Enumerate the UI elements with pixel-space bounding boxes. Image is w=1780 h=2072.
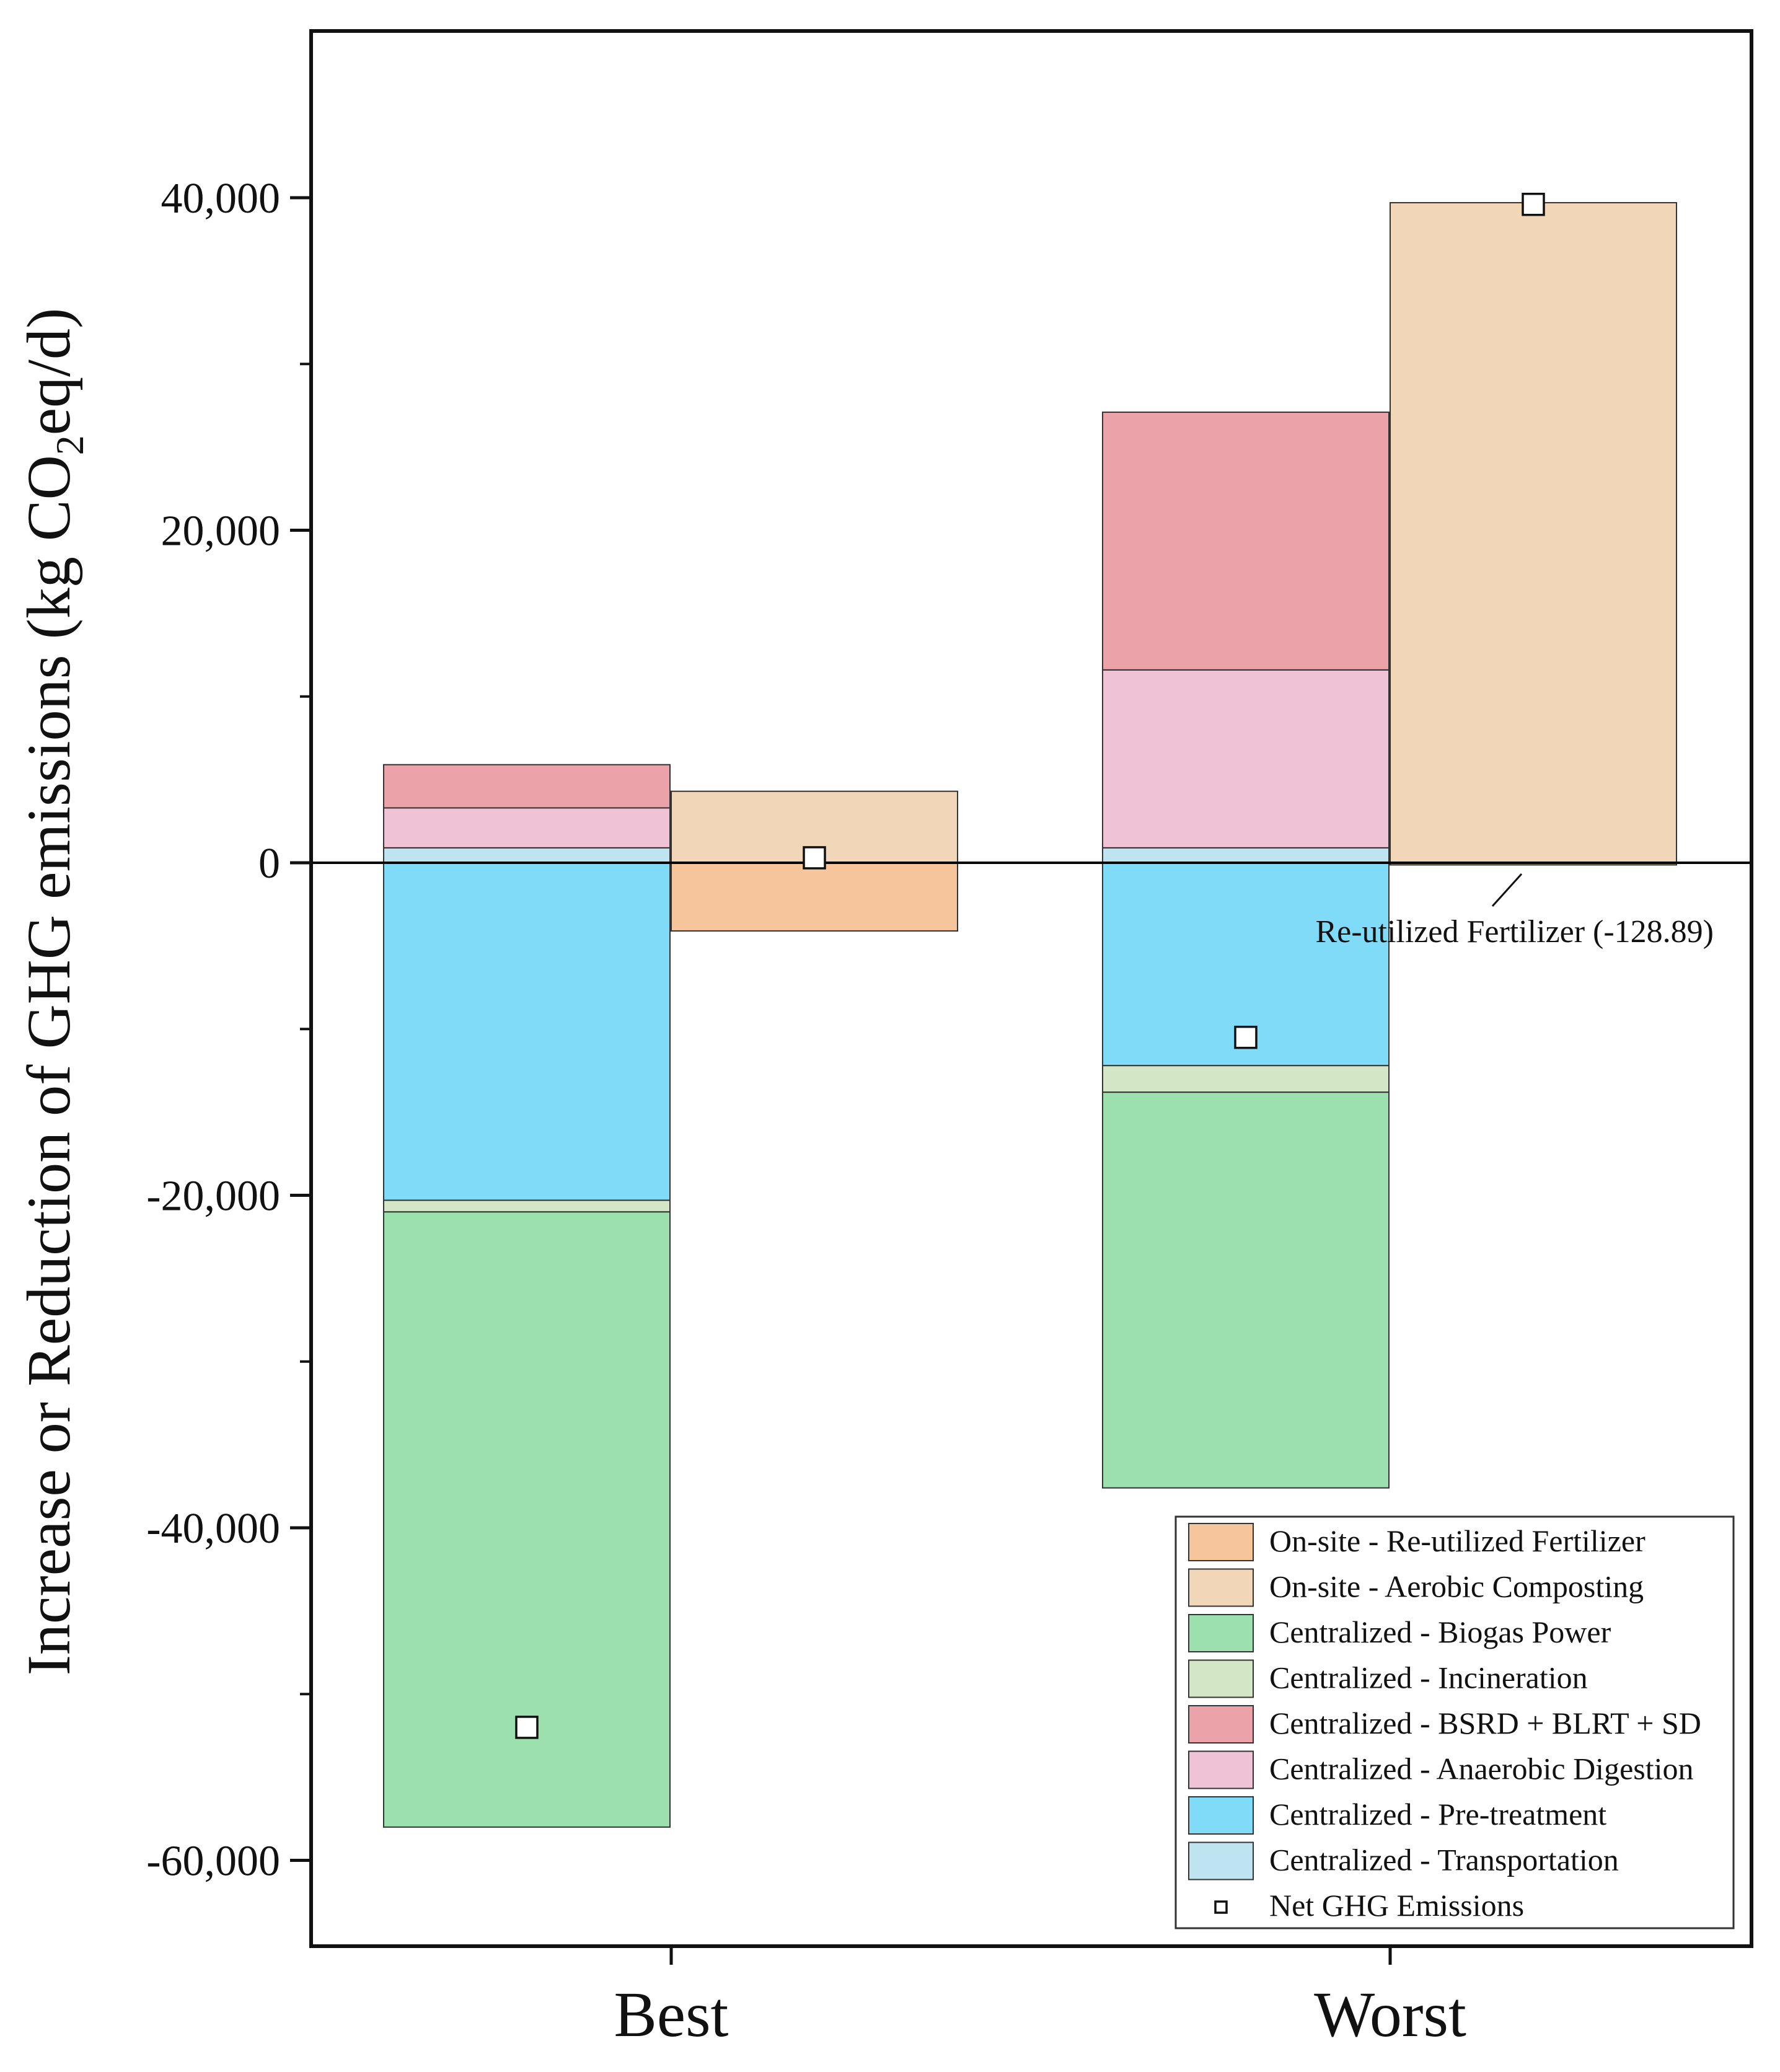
y-tick-label: -60,000 bbox=[146, 1838, 280, 1885]
legend-label: Centralized - Anaerobic Digestion bbox=[1269, 1752, 1694, 1786]
bar-segment-transport bbox=[1102, 847, 1390, 864]
legend-label: Centralized - BSRD + BLRT + SD bbox=[1269, 1706, 1701, 1740]
bar-segment-ad bbox=[1102, 669, 1390, 849]
bar-segment-biogas bbox=[1102, 1091, 1390, 1489]
annotation-re-utilized-fertilizer: Re-utilized Fertilizer (-128.89) bbox=[1315, 873, 1714, 950]
legend-label: On-site - Re-utilized Fertilizer bbox=[1269, 1523, 1646, 1558]
y-tick-label: -40,000 bbox=[146, 1505, 280, 1553]
bar-segment-pretreat bbox=[383, 862, 671, 1201]
net-marker-best-onsite bbox=[803, 846, 826, 870]
axes: -60,000 -40,000 -20,000 0 20,000 40,000 Best Wo… bbox=[146, 29, 1753, 2050]
bar-segment-biogas bbox=[383, 1211, 671, 1828]
bar-segment-bsrd bbox=[1102, 412, 1390, 671]
legend-label: Centralized - Transportation bbox=[1269, 1843, 1619, 1877]
legend-swatch bbox=[1188, 1523, 1254, 1561]
legend-marker bbox=[1214, 1900, 1228, 1914]
net-marker-worst-onsite bbox=[1522, 192, 1545, 216]
net-marker-best-centralized bbox=[515, 1716, 539, 1739]
bar-segment-onsite_fert bbox=[671, 862, 958, 932]
legend-swatch bbox=[1188, 1659, 1254, 1698]
legend-swatch bbox=[1188, 1568, 1254, 1607]
legend-swatch bbox=[1188, 1705, 1254, 1744]
legend-item-onsite_fert: On-site - Re-utilized Fertilizer bbox=[1188, 1523, 1646, 1561]
legend-item-net: Net GHG Emissions bbox=[1214, 1888, 1524, 1923]
legend-label: Centralized - Biogas Power bbox=[1269, 1615, 1611, 1649]
bar-worst-centralized bbox=[1102, 412, 1390, 1489]
x-tick-label-best: Best bbox=[614, 1979, 729, 2050]
legend-label: Centralized - Incineration bbox=[1269, 1660, 1588, 1695]
legend-item-pretreat: Centralized - Pre-treatment bbox=[1188, 1796, 1606, 1835]
legend-label: On-site - Aerobic Composting bbox=[1269, 1569, 1644, 1604]
legend-swatch bbox=[1188, 1841, 1254, 1880]
bar-segment-onsite_comp bbox=[1390, 202, 1677, 863]
legend-swatch bbox=[1188, 1796, 1254, 1835]
legend-item-biogas: Centralized - Biogas Power bbox=[1188, 1614, 1611, 1652]
y-tick-label: 0 bbox=[258, 840, 280, 888]
legend-frame bbox=[1174, 1515, 1735, 1929]
legend-item-ad: Centralized - Anaerobic Digestion bbox=[1188, 1750, 1694, 1789]
x-tick-label-worst: Worst bbox=[1314, 1979, 1466, 2050]
bar-segment-bsrd bbox=[383, 764, 671, 809]
bar-best-centralized bbox=[383, 764, 671, 1828]
bars-layer bbox=[383, 202, 1677, 1828]
bar-worst-onsite bbox=[1390, 202, 1677, 866]
legend-item-onsite_comp: On-site - Aerobic Composting bbox=[1188, 1568, 1644, 1607]
legend-item-bsrd: Centralized - BSRD + BLRT + SD bbox=[1188, 1705, 1701, 1744]
legend-label: Net GHG Emissions bbox=[1269, 1888, 1524, 1923]
bar-segment-incin bbox=[383, 1199, 671, 1213]
y-tick-label: -20,000 bbox=[146, 1173, 280, 1220]
net-marker-worst-centralized bbox=[1234, 1025, 1258, 1049]
legend-item-incin: Centralized - Incineration bbox=[1188, 1659, 1588, 1698]
bar-segment-transport bbox=[383, 847, 671, 864]
net-markers-layer bbox=[515, 192, 1545, 1739]
y-tick-label: 40,000 bbox=[161, 175, 281, 223]
legend-swatch bbox=[1188, 1614, 1254, 1652]
plot-frame bbox=[309, 29, 1753, 1948]
bar-segment-incin bbox=[1102, 1065, 1390, 1093]
y-axis-label: Increase or Reduction of GHG emissions (… bbox=[14, 308, 92, 1676]
legend-swatch bbox=[1188, 1750, 1254, 1789]
annotation-leader-line bbox=[1491, 873, 1523, 907]
legend: On-site - Re-utilized Fertilizer On-site … bbox=[1174, 1515, 1735, 1929]
y-tick-label: 20,000 bbox=[161, 508, 281, 555]
bar-segment-ad bbox=[383, 807, 671, 849]
annotation-label: Re-utilized Fertilizer (-128.89) bbox=[1315, 914, 1714, 950]
legend-item-transport: Centralized - Transportation bbox=[1188, 1841, 1619, 1880]
legend-label: Centralized - Pre-treatment bbox=[1269, 1797, 1606, 1832]
